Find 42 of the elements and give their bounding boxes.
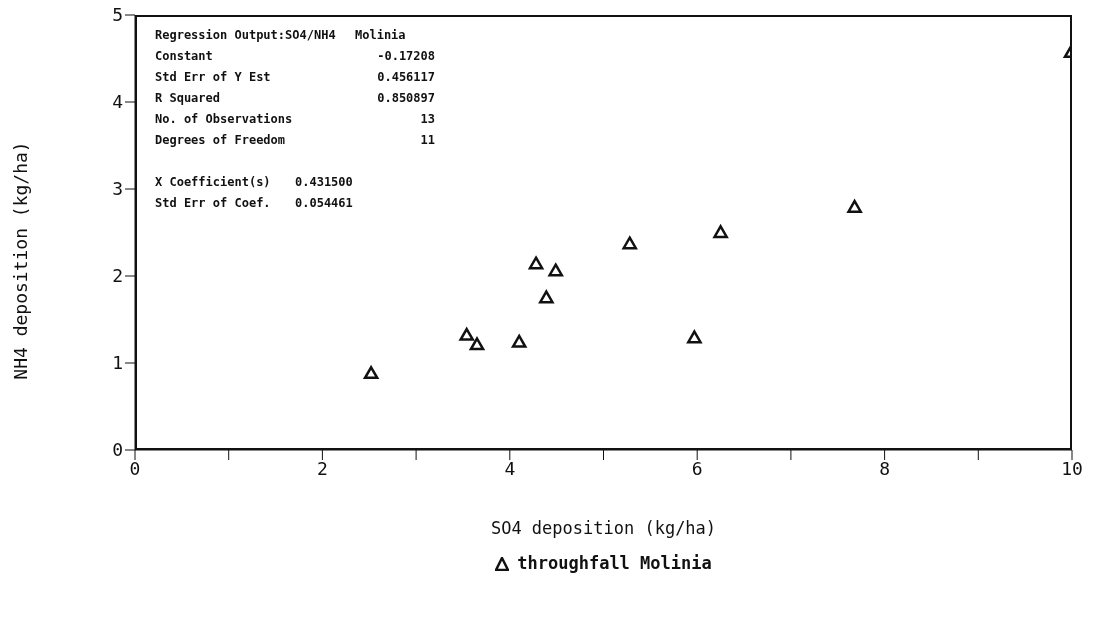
point (459, 327, 475, 341)
x-tick-label: 0 (129, 457, 141, 479)
point (539, 290, 554, 304)
annotation: X Coefficient(s) (155, 174, 272, 191)
y-tick-label: 0 (112, 439, 123, 461)
annotation: Std Err of Coef. (155, 195, 272, 212)
point (528, 256, 544, 270)
x-tick-label: 8 (879, 457, 891, 479)
annotation: -0.17208 (376, 48, 435, 65)
point (469, 337, 485, 351)
y-tick-label: 5 (112, 4, 123, 26)
annotation: Std Err of Y Est (155, 69, 272, 86)
annotation: Molinia (355, 27, 407, 44)
point (687, 330, 702, 344)
point (713, 225, 728, 239)
annotation: 11 (419, 132, 435, 149)
y-tick-label: 3 (112, 178, 123, 200)
y-tick-label: 4 (112, 91, 123, 113)
legend-label: throughfall Molinia (516, 553, 712, 573)
point (511, 334, 527, 348)
annotation: Degrees of Freedom (155, 132, 287, 149)
annotation: 0.431500 (295, 174, 354, 191)
annotation: 0.850897 (376, 90, 435, 107)
point (847, 199, 862, 213)
y-tick-label: 1 (112, 352, 123, 374)
y-tick-label: 2 (112, 265, 123, 287)
annotation: 0.054461 (295, 195, 354, 212)
point (548, 263, 564, 277)
annotation: 13 (419, 111, 435, 128)
point (622, 236, 638, 250)
x-tick-label: 4 (504, 457, 516, 479)
point (363, 366, 379, 380)
x-tick-label: 6 (691, 457, 703, 479)
annotation: R Squared (155, 90, 222, 107)
y-axis-title: NH4 deposition (kg/ha) (9, 140, 31, 380)
x-axis-title: SO4 deposition (kg/ha) (489, 518, 718, 538)
annotation: Regression Output:SO4/NH4 (155, 27, 337, 44)
annotation: 0.456117 (376, 69, 435, 86)
x-tick-label: 2 (316, 457, 328, 479)
x-tick-label: 10 (1061, 457, 1083, 479)
annotation: No. of Observations (155, 111, 294, 128)
annotation: Constant (155, 48, 214, 65)
